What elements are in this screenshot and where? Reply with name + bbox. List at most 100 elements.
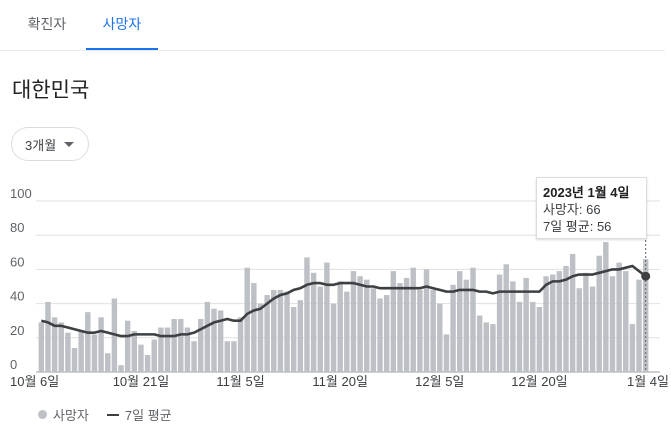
bar	[476, 315, 483, 372]
bar	[516, 301, 523, 372]
bar	[85, 312, 91, 372]
axis-labels: 0 20 40 60 80 100 10월 6일 10월 21일 11월 5일 11월 20일 12…	[10, 186, 669, 389]
legend-deaths-label: 사망자	[53, 408, 89, 423]
y-tick-label: 20	[10, 323, 24, 338]
bar	[310, 272, 317, 372]
bar	[616, 262, 622, 372]
bar	[530, 301, 536, 372]
bar	[211, 308, 217, 372]
bar	[197, 318, 204, 372]
bar	[131, 330, 138, 372]
bar	[623, 271, 629, 372]
bar	[510, 281, 516, 372]
legend-avg-label: 7일 평균	[124, 408, 172, 423]
bar	[264, 295, 270, 372]
bar	[191, 341, 197, 372]
deaths-chart: 0 20 40 60 80 100 10월 6일 10월 21일 11월 5일 11월 20일 12…	[10, 180, 669, 389]
bar	[463, 279, 470, 372]
bar	[470, 267, 476, 372]
bar	[78, 330, 84, 372]
bar	[636, 279, 642, 372]
y-tick-label: 60	[10, 254, 24, 269]
bar	[556, 271, 563, 372]
hover-point[interactable]	[641, 271, 651, 281]
bar	[457, 271, 463, 372]
bar	[603, 242, 609, 372]
bar	[496, 274, 503, 372]
bar	[184, 327, 191, 372]
bar	[543, 276, 549, 372]
y-tick-label: 100	[10, 186, 32, 201]
bar	[164, 327, 171, 372]
y-tick-label: 40	[10, 289, 24, 304]
caret-down-icon	[64, 141, 75, 147]
tooltip-date: 2023년 1월 4일	[543, 185, 630, 200]
tab-cases[interactable]: 확진자	[27, 16, 67, 32]
bar	[596, 255, 602, 372]
bar	[397, 283, 403, 372]
bar	[569, 254, 576, 372]
bar	[91, 334, 98, 372]
bar	[257, 303, 264, 372]
chart-tooltip: 2023년 1월 4일 사망자: 66 7일 평균: 56	[536, 177, 647, 239]
bar	[589, 286, 596, 372]
legend-bar-swatch	[38, 410, 47, 419]
bar	[629, 324, 636, 372]
bar	[251, 283, 257, 372]
bar	[576, 288, 582, 372]
bar	[58, 322, 64, 372]
bar	[403, 277, 410, 372]
bar	[350, 271, 357, 372]
avg-line	[40, 264, 647, 338]
bar	[304, 257, 310, 372]
x-tick-label: 11월 5일	[216, 374, 264, 389]
bar	[390, 271, 397, 372]
bar	[330, 303, 337, 372]
tab-bar: 확진자 사망자	[0, 0, 665, 51]
bar	[344, 291, 350, 372]
range-dropdown[interactable]: 3개월	[11, 127, 89, 161]
tooltip-deaths: 사망자: 66	[543, 202, 601, 217]
bar	[642, 259, 649, 372]
bar	[105, 353, 111, 372]
bar	[244, 267, 250, 372]
bar	[171, 318, 177, 372]
bar	[377, 298, 383, 372]
tab-deaths[interactable]: 사망자	[86, 0, 158, 50]
bar	[224, 341, 230, 372]
bar	[423, 269, 430, 372]
bar	[297, 300, 304, 372]
bar	[217, 310, 224, 372]
bar	[51, 317, 58, 372]
x-tick-label: 12월 5일	[415, 374, 464, 389]
bar	[437, 303, 443, 372]
bar	[536, 307, 543, 372]
bar	[430, 289, 436, 372]
bar	[151, 339, 157, 372]
bar	[317, 286, 323, 372]
bar	[38, 322, 45, 372]
bar	[45, 301, 51, 372]
y-tick-label: 0	[10, 357, 17, 372]
bar	[523, 277, 529, 372]
bar	[383, 295, 390, 372]
bar	[503, 264, 509, 372]
x-tick-label: 10월 6일	[10, 374, 59, 389]
bar	[450, 284, 456, 372]
bar	[290, 307, 297, 372]
bar	[271, 289, 277, 372]
bar	[410, 267, 416, 372]
region-title: 대한민국	[12, 79, 90, 102]
x-tick-label: 1월 4일	[627, 374, 669, 389]
bar	[483, 322, 490, 372]
chart-legend: 사망자 7일 평균	[38, 405, 172, 424]
x-tick-label: 12월 20일	[511, 374, 567, 389]
bar	[324, 262, 330, 372]
x-tick-label: 11월 20일	[312, 374, 368, 389]
bar	[443, 334, 450, 372]
legend-line-swatch	[106, 413, 119, 416]
bar	[609, 276, 616, 372]
bar	[583, 272, 589, 372]
bar	[124, 320, 131, 372]
bar	[71, 348, 78, 372]
